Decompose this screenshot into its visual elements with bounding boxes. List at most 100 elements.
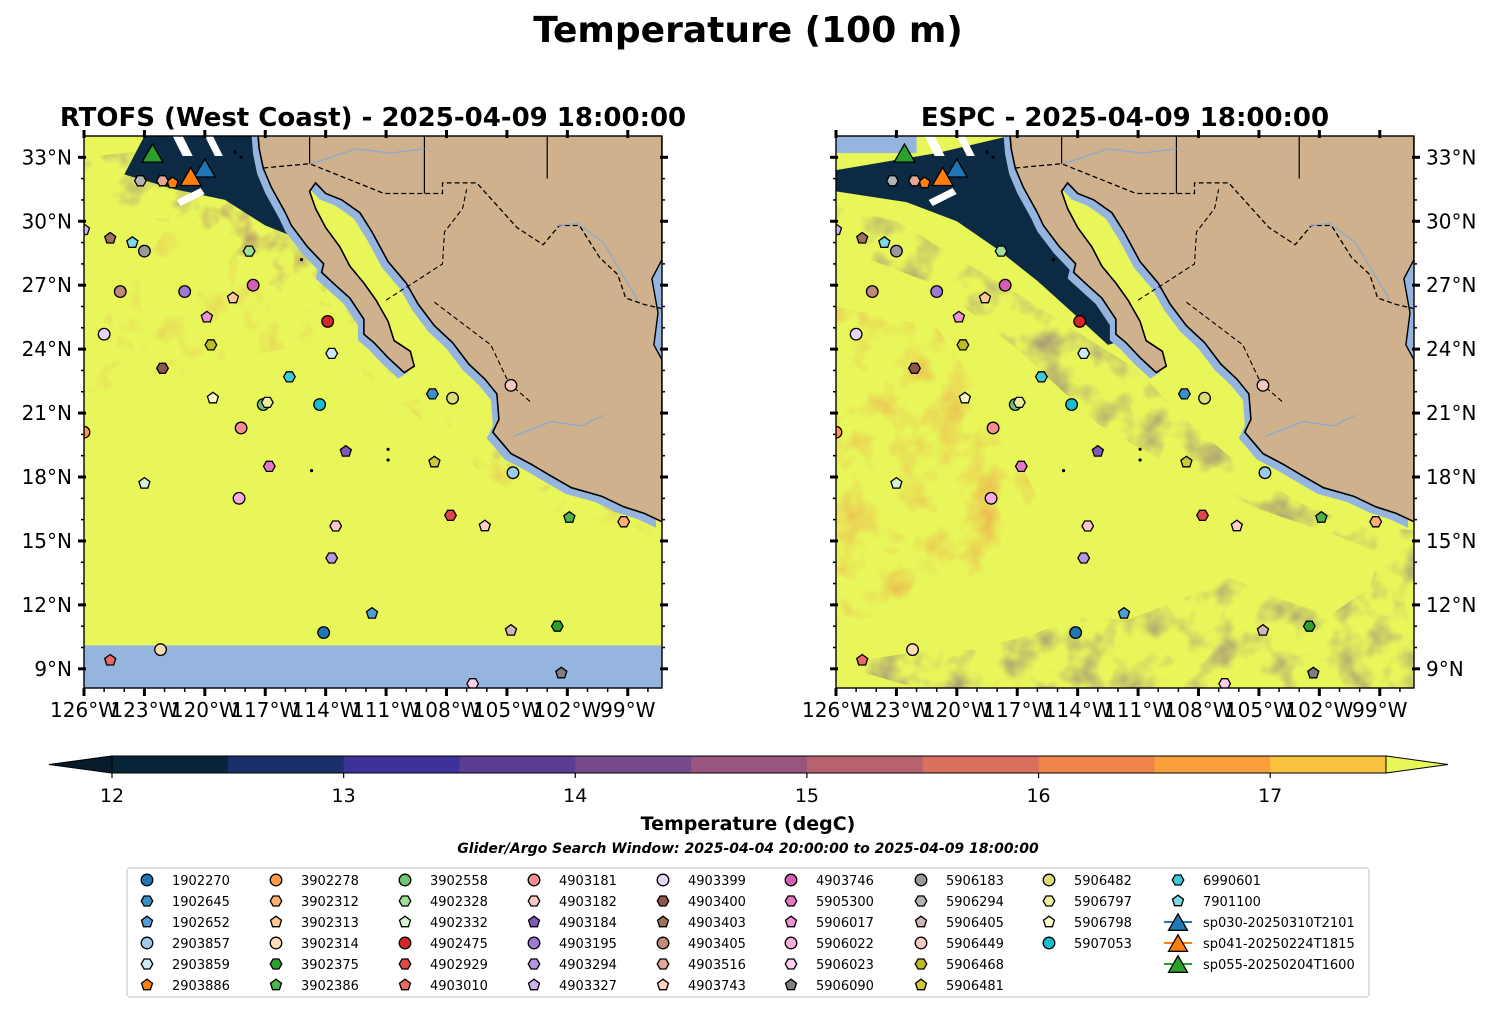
float-4903403 — [103, 231, 117, 244]
glider-sp055-20250204T1600 — [892, 142, 917, 163]
x-tick-label: 120°W — [171, 698, 239, 722]
colorbar-ticks: 12 13 14 15 16 17 — [100, 773, 1282, 807]
colorbar — [48, 755, 1449, 774]
legend-label: 4903399 — [688, 874, 746, 889]
float-4903746 — [246, 278, 260, 292]
island — [299, 258, 304, 262]
legend-marker-sp030-20250310T2101 — [1167, 912, 1189, 931]
temperature-band-16 — [836, 306, 1038, 627]
float-5906468 — [204, 339, 218, 351]
x-tick-label: 123°W — [110, 698, 178, 722]
legend-label: 5907053 — [1074, 937, 1132, 952]
legend-marker-5906468 — [914, 958, 928, 970]
float-3902312 — [1369, 516, 1383, 528]
float-5906468 — [956, 339, 970, 351]
legend-marker-4903399 — [656, 873, 670, 887]
colorbar-bin — [691, 756, 808, 773]
state-border — [434, 301, 532, 403]
colorbar-bin — [806, 756, 924, 773]
legend-marker-5906481 — [914, 978, 928, 991]
legend-marker-4903746 — [784, 873, 798, 887]
float-5906183 — [137, 244, 151, 258]
legend-label: 4903182 — [559, 895, 617, 910]
nodata-strip — [836, 136, 917, 154]
legend-marker-5906405 — [914, 915, 928, 928]
legend-label: 5905300 — [816, 895, 874, 910]
colorbar-tick-label: 15 — [795, 785, 819, 807]
island — [1138, 458, 1142, 462]
float-4903195 — [930, 285, 944, 299]
float-1902270 — [317, 626, 331, 640]
float-3902313 — [226, 291, 240, 304]
float-4903400 — [907, 362, 922, 374]
float-3902386 — [1315, 510, 1328, 523]
legend-marker-3902278 — [269, 873, 283, 887]
y-tick-label: 18°N — [1426, 465, 1476, 489]
float-3902312 — [617, 516, 631, 528]
float-4903403 — [855, 231, 869, 244]
legend-label: 5906482 — [1074, 874, 1132, 889]
island — [309, 469, 314, 473]
float-3902375 — [550, 620, 564, 632]
y-tick-label: 33°N — [1426, 145, 1476, 169]
legend-marker-4902332 — [398, 915, 412, 928]
legend-label: 1902645 — [172, 895, 230, 910]
float-2903859 — [1077, 347, 1091, 360]
legend-marker-4903182 — [527, 895, 541, 907]
legend-marker-4903405 — [656, 936, 670, 950]
temperature-band-12 — [124, 136, 298, 239]
glider-track — [924, 136, 945, 156]
float-5905300 — [1014, 460, 1028, 473]
island — [991, 155, 995, 159]
legend-marker-4903516 — [656, 958, 670, 970]
legend-label: 3902386 — [301, 979, 359, 994]
legend-marker-3902313 — [269, 915, 283, 928]
legend-marker-5905300 — [784, 895, 798, 907]
legend-label: 4903403 — [688, 916, 746, 931]
colorbar-bin — [1270, 756, 1387, 773]
colorbar-bin — [1154, 756, 1271, 773]
legend-marker-2903859 — [140, 958, 154, 970]
x-tick-label: 99°W — [600, 698, 655, 722]
legend-label: sp030-20250310T2101 — [1203, 916, 1355, 931]
island — [386, 458, 390, 462]
legend-label: 5906023 — [816, 958, 874, 973]
x-tick-label: 111°W — [352, 698, 420, 722]
legend-marker-sp041-20250224T1815 — [1167, 933, 1189, 952]
float-4903399 — [849, 327, 863, 341]
nodata-strip — [84, 645, 662, 688]
legend-label: 5906090 — [816, 979, 874, 994]
legend-label: 4903746 — [816, 874, 874, 889]
legend-marker-5906183 — [914, 873, 928, 887]
float-4903182 — [329, 520, 343, 532]
x-tick-label: 111°W — [1104, 698, 1172, 722]
y-tick-label: 24°N — [1426, 337, 1476, 361]
x-tick-label: 102°W — [1285, 698, 1353, 722]
float-3902375 — [1302, 620, 1316, 632]
legend-marker-4903184 — [527, 915, 541, 928]
float-7901100 — [878, 235, 891, 248]
float-4903400 — [155, 362, 170, 374]
legend-label: 3902278 — [301, 874, 359, 889]
axis-ticks-espc: 126°W123°W120°W117°W114°W111°W108°W105°W… — [802, 130, 1476, 722]
legend-label: 7901100 — [1203, 895, 1261, 910]
glider-sp055-20250204T1600 — [140, 142, 165, 163]
legend-label: 4903743 — [688, 979, 746, 994]
island — [985, 150, 989, 154]
legend-marker-4903400 — [656, 895, 670, 907]
float-5906798 — [206, 391, 220, 404]
float-4903010 — [855, 653, 869, 666]
river — [311, 148, 425, 165]
float-5906482 — [446, 391, 460, 405]
legend-marker-4903010 — [398, 978, 412, 991]
glider-track — [172, 136, 193, 156]
legend-label: 5906017 — [816, 916, 874, 931]
x-tick-label: 102°W — [533, 698, 601, 722]
legend-marker-6990601 — [1171, 874, 1185, 886]
colorbar-bin — [459, 756, 576, 773]
legend-label: 2903857 — [172, 937, 230, 952]
legend-label: 1902270 — [172, 874, 230, 889]
legend-label: 4903327 — [559, 979, 617, 994]
legend-label: 5906481 — [946, 979, 1004, 994]
